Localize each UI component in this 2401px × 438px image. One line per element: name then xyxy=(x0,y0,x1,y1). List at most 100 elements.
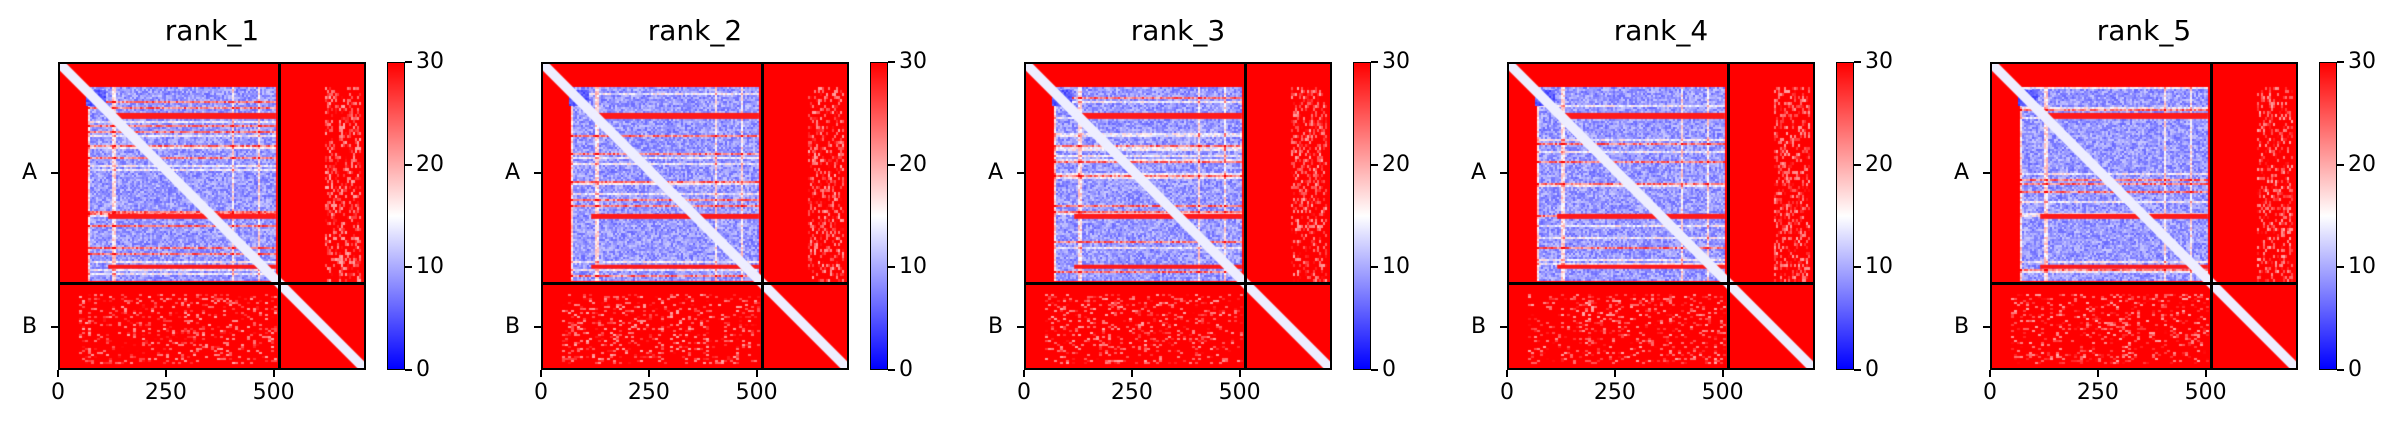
y-tick xyxy=(1983,325,1990,328)
chain-label: B xyxy=(988,313,1004,339)
colorbar-tick-label: 10 xyxy=(1382,254,1410,280)
x-tick-label: 0 xyxy=(1017,380,1031,405)
colorbar-tick-label: 0 xyxy=(1865,357,1879,382)
colorbar-tick-label: 30 xyxy=(416,49,444,74)
heatmap-area xyxy=(58,62,366,370)
colorbar-tick xyxy=(2337,266,2344,269)
y-tick xyxy=(51,325,58,328)
chain-label: A xyxy=(1471,159,1487,185)
colorbar-tick xyxy=(1371,61,1378,63)
y-tick xyxy=(1017,325,1024,328)
heatmap-cells xyxy=(1024,62,1332,370)
x-tick-label: 500 xyxy=(1701,380,1744,405)
colorbar-tick xyxy=(1854,266,1861,269)
colorbar-tick-label: 20 xyxy=(899,151,927,177)
y-tick xyxy=(1500,171,1507,174)
y-tick xyxy=(534,325,541,328)
colorbar-tick-label: 20 xyxy=(416,151,444,177)
colorbar-tick xyxy=(1854,61,1861,63)
x-tick-label: 500 xyxy=(735,380,778,405)
colorbar-tick-label: 0 xyxy=(2348,357,2362,382)
heatmap-cells xyxy=(541,62,849,370)
x-tick xyxy=(540,370,542,377)
colorbar xyxy=(1836,62,1854,370)
x-tick-label: 0 xyxy=(1500,380,1514,405)
colorbar xyxy=(387,62,405,370)
chain-divider-horizontal xyxy=(58,282,366,286)
colorbar-tick-label: 10 xyxy=(416,254,444,280)
colorbar-tick-label: 20 xyxy=(2348,151,2376,177)
heatmap-cells xyxy=(58,62,366,370)
colorbar-tick-label: 30 xyxy=(1865,49,1893,74)
colorbar-tick-label: 0 xyxy=(416,357,430,382)
colorbar-tick xyxy=(888,369,895,371)
x-tick-label: 0 xyxy=(51,380,65,405)
x-tick xyxy=(1506,370,1508,377)
chain-divider-vertical xyxy=(278,62,282,370)
colorbar-tick-label: 20 xyxy=(1382,151,1410,177)
chain-label: B xyxy=(1471,313,1487,339)
x-tick xyxy=(647,370,650,377)
colorbar-tick-label: 30 xyxy=(899,49,927,74)
heatmap-area xyxy=(541,62,849,370)
heatmap-cells xyxy=(1990,62,2298,370)
chain-label: A xyxy=(988,159,1004,185)
colorbar-tick-label: 10 xyxy=(2348,254,2376,280)
panel-title: rank_1 xyxy=(164,14,260,47)
heatmap-area xyxy=(1990,62,2298,370)
colorbar-tick xyxy=(405,61,412,63)
colorbar-tick-label: 10 xyxy=(899,254,927,280)
y-tick xyxy=(51,171,58,174)
colorbar-tick xyxy=(1371,163,1378,166)
panel-title: rank_3 xyxy=(1130,14,1226,47)
chain-label: B xyxy=(505,313,521,339)
x-tick-label: 0 xyxy=(534,380,548,405)
colorbar xyxy=(1353,62,1371,370)
colorbar-tick xyxy=(1371,266,1378,269)
x-tick xyxy=(1989,370,1991,377)
x-tick-label: 250 xyxy=(2076,380,2119,405)
colorbar-tick xyxy=(405,163,412,166)
chain-label: A xyxy=(505,159,521,185)
colorbar-tick xyxy=(2337,163,2344,166)
colorbar-tick xyxy=(405,369,412,371)
x-tick xyxy=(57,370,59,377)
y-tick xyxy=(534,171,541,174)
y-tick xyxy=(1017,171,1024,174)
panel-title: rank_2 xyxy=(647,14,743,47)
chain-divider-vertical xyxy=(1727,62,1731,370)
chain-divider-vertical xyxy=(1244,62,1248,370)
x-tick xyxy=(1130,370,1133,377)
y-tick xyxy=(1500,325,1507,328)
chain-divider-horizontal xyxy=(1990,282,2298,286)
colorbar-tick xyxy=(1854,163,1861,166)
colorbar-tick xyxy=(405,266,412,269)
x-tick xyxy=(1238,370,1241,377)
colorbar-tick-label: 10 xyxy=(1865,254,1893,280)
x-tick xyxy=(2096,370,2099,377)
colorbar xyxy=(870,62,888,370)
colorbar-tick-label: 20 xyxy=(1865,151,1893,177)
x-tick-label: 250 xyxy=(627,380,670,405)
x-tick-label: 500 xyxy=(2184,380,2227,405)
colorbar-tick xyxy=(888,163,895,166)
colorbar-tick xyxy=(888,61,895,63)
chain-divider-vertical xyxy=(2210,62,2214,370)
chain-label: A xyxy=(22,159,38,185)
x-tick xyxy=(1613,370,1616,377)
colorbar-tick xyxy=(1854,369,1861,371)
x-tick xyxy=(164,370,167,377)
chain-divider-horizontal xyxy=(541,282,849,286)
y-tick xyxy=(1983,171,1990,174)
colorbar-tick xyxy=(888,266,895,269)
x-tick xyxy=(1721,370,1724,377)
x-tick-label: 0 xyxy=(1983,380,1997,405)
x-tick-label: 250 xyxy=(144,380,187,405)
panel-title: rank_4 xyxy=(1613,14,1709,47)
colorbar-tick-label: 0 xyxy=(899,357,913,382)
heatmap-cells xyxy=(1507,62,1815,370)
colorbar-tick-label: 0 xyxy=(1382,357,1396,382)
heatmap-area xyxy=(1507,62,1815,370)
x-tick xyxy=(1023,370,1025,377)
